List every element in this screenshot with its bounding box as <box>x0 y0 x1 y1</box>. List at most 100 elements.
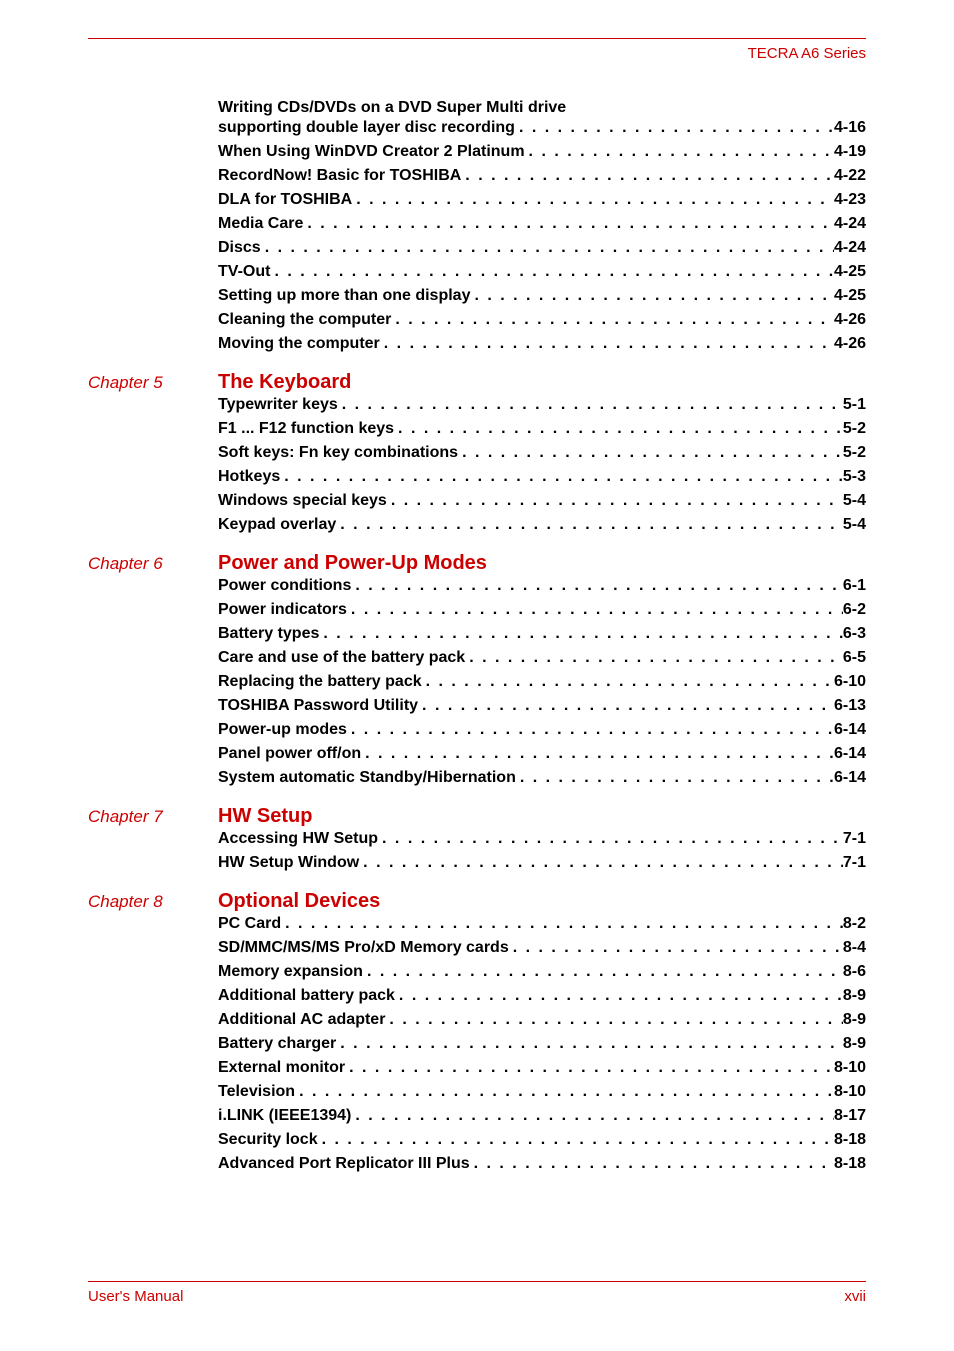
entry-label: External monitor <box>218 1059 345 1077</box>
toc-entry[interactable]: Battery charger8-9 <box>218 1035 866 1053</box>
entry-label: TOSHIBA Password Utility <box>218 697 418 715</box>
toc-entry[interactable]: Memory expansion8-6 <box>218 963 866 981</box>
toc-entry[interactable]: System automatic Standby/Hibernation6-14 <box>218 769 866 787</box>
entry-leader <box>261 239 834 257</box>
entry-leader <box>380 335 834 353</box>
header-rule <box>88 38 866 39</box>
entry-label: SD/MMC/MS/MS Pro/xD Memory cards <box>218 939 509 957</box>
toc-entry[interactable]: Replacing the battery pack6-10 <box>218 673 866 691</box>
entry-leader <box>387 492 843 510</box>
toc-entry[interactable]: Additional battery pack8-9 <box>218 987 866 1005</box>
entry-label: Power indicators <box>218 601 347 619</box>
entry-leader <box>345 1059 834 1077</box>
entry-page: 4-23 <box>834 191 866 209</box>
entry-label: Cleaning the computer <box>218 311 391 329</box>
toc-entry[interactable]: Media Care4-24 <box>218 215 866 233</box>
toc-entry[interactable]: DLA for TOSHIBA4-23 <box>218 191 866 209</box>
entry-page: 5-2 <box>843 420 866 438</box>
entry-page: 8-4 <box>843 939 866 957</box>
toc-entry[interactable]: Panel power off/on6-14 <box>218 745 866 763</box>
entry-page: 8-9 <box>843 1011 866 1029</box>
toc-entry[interactable]: Windows special keys5-4 <box>218 492 866 510</box>
toc-entry[interactable]: Moving the computer4-26 <box>218 335 866 353</box>
toc-entry[interactable]: Power indicators 6-2 <box>218 601 866 619</box>
chapter-heading[interactable]: Chapter 7 HW Setup <box>218 805 866 828</box>
header-series: TECRA A6 Series <box>88 45 866 62</box>
entry-page: 6-10 <box>834 673 866 691</box>
toc-entry[interactable]: Typewriter keys 5-1 <box>218 396 866 414</box>
entry-leader <box>391 311 834 329</box>
toc-entry[interactable]: Advanced Port Replicator III Plus8-18 <box>218 1155 866 1173</box>
entry-page: 5-3 <box>843 468 866 486</box>
page-footer: User's Manual xvii <box>88 1281 866 1305</box>
entry-page: 5-2 <box>843 444 866 462</box>
toc-entry[interactable]: Accessing HW Setup7-1 <box>218 830 866 848</box>
entry-leader <box>395 987 843 1005</box>
entry-label: Soft keys: Fn key combinations <box>218 444 458 462</box>
entry-leader <box>465 649 843 667</box>
entry-leader <box>378 830 843 848</box>
entry-leader <box>509 939 843 957</box>
toc-entry[interactable]: HW Setup Window7-1 <box>218 854 866 872</box>
entry-page: 6-13 <box>834 697 866 715</box>
entry-label: Additional AC adapter <box>218 1011 385 1029</box>
entry-label: PC Card <box>218 915 281 933</box>
toc-entry[interactable]: RecordNow! Basic for TOSHIBA4-22 <box>218 167 866 185</box>
entry-leader <box>295 1083 834 1101</box>
entry-leader <box>318 1131 834 1149</box>
toc-entry[interactable]: SD/MMC/MS/MS Pro/xD Memory cards 8-4 <box>218 939 866 957</box>
entry-page: 5-4 <box>843 516 866 534</box>
chapter-heading[interactable]: Chapter 5 The Keyboard <box>218 371 866 394</box>
toc-entry[interactable]: External monitor8-10 <box>218 1059 866 1077</box>
chapter-heading[interactable]: Chapter 8 Optional Devices <box>218 890 866 913</box>
toc-entry[interactable]: Hotkeys 5-3 <box>218 468 866 486</box>
toc-entry[interactable]: TOSHIBA Password Utility 6-13 <box>218 697 866 715</box>
entry-page: 4-19 <box>834 143 866 161</box>
toc-entry[interactable]: Cleaning the computer4-26 <box>218 311 866 329</box>
toc-entry[interactable]: When Using WinDVD Creator 2 Platinum4-19 <box>218 143 866 161</box>
entry-page: 6-3 <box>843 625 866 643</box>
entry-leader <box>418 697 834 715</box>
entry-label: Discs <box>218 239 261 257</box>
toc-entry[interactable]: supporting double layer disc recording 4… <box>218 119 866 137</box>
entry-page: 4-26 <box>834 335 866 353</box>
toc-entry[interactable]: TV-Out4-25 <box>218 263 866 281</box>
entry-label: Setting up more than one display <box>218 287 470 305</box>
toc-entry[interactable]: Setting up more than one display4-25 <box>218 287 866 305</box>
entry-label: Power-up modes <box>218 721 347 739</box>
entry-leader <box>303 215 834 233</box>
entry-label: Media Care <box>218 215 303 233</box>
entry-leader <box>385 1011 842 1029</box>
toc-entry[interactable]: PC Card8-2 <box>218 915 866 933</box>
toc-entry[interactable]: i.LINK (IEEE1394)8-17 <box>218 1107 866 1125</box>
entry-leader <box>338 396 843 414</box>
entry-leader <box>336 1035 843 1053</box>
toc-entry[interactable]: Keypad overlay5-4 <box>218 516 866 534</box>
entry-label: Hotkeys <box>218 468 280 486</box>
entry-label: Battery charger <box>218 1035 336 1053</box>
toc-entry[interactable]: Additional AC adapter 8-9 <box>218 1011 866 1029</box>
entry-page: 6-2 <box>843 601 866 619</box>
toc-entry[interactable]: Security lock8-18 <box>218 1131 866 1149</box>
entry-leader <box>515 119 834 137</box>
entry-leader <box>281 915 843 933</box>
entry-leader <box>319 625 843 643</box>
toc-entry[interactable]: Care and use of the battery pack6-5 <box>218 649 866 667</box>
entry-label: Typewriter keys <box>218 396 338 414</box>
toc-entry[interactable]: Discs4-24 <box>218 239 866 257</box>
toc-entry[interactable]: Power-up modes 6-14 <box>218 721 866 739</box>
multiline-entry: Writing CDs/DVDs on a DVD Super Multi dr… <box>218 96 866 137</box>
entry-page: 6-14 <box>834 721 866 739</box>
toc-entry[interactable]: Battery types6-3 <box>218 625 866 643</box>
toc-entry[interactable]: Power conditions6-1 <box>218 577 866 595</box>
chapter-heading[interactable]: Chapter 6 Power and Power-Up Modes <box>218 552 866 575</box>
entry-leader <box>525 143 834 161</box>
entry-label-line1: Writing CDs/DVDs on a DVD Super Multi dr… <box>218 96 866 119</box>
entry-page: 6-14 <box>834 745 866 763</box>
entry-page: 5-1 <box>843 396 866 414</box>
toc-entry[interactable]: Television8-10 <box>218 1083 866 1101</box>
entry-leader <box>516 769 834 787</box>
toc-entry[interactable]: F1 ... F12 function keys5-2 <box>218 420 866 438</box>
entry-page: 5-4 <box>843 492 866 510</box>
toc-entry[interactable]: Soft keys: Fn key combinations 5-2 <box>218 444 866 462</box>
